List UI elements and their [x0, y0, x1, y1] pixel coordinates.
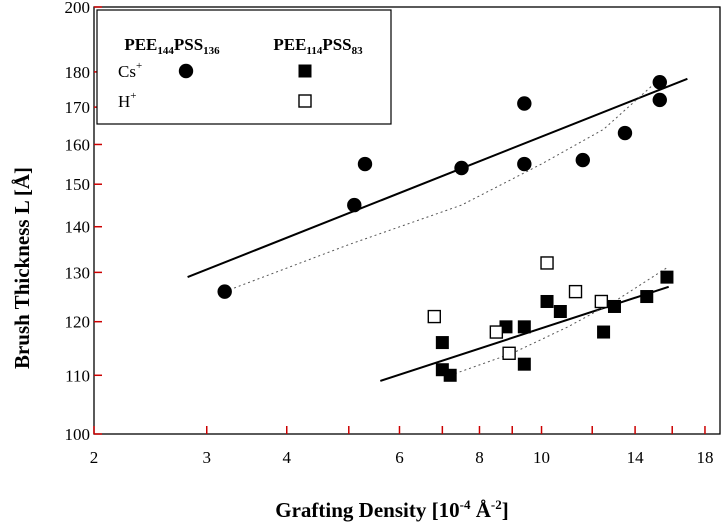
data-point	[660, 270, 674, 284]
data-point	[594, 294, 609, 309]
data-point	[517, 96, 532, 111]
legend-marker	[178, 63, 194, 79]
data-point	[435, 336, 449, 350]
data-point	[640, 290, 654, 304]
x-tick-label: 10	[533, 448, 550, 467]
legend-header: PEE144PSS136	[124, 35, 220, 57]
x-tick-label: 6	[395, 448, 404, 467]
data-point	[540, 294, 554, 308]
data-point	[427, 309, 441, 324]
data-point	[443, 368, 457, 382]
fit-line	[187, 77, 688, 279]
legend-header: PEE114PSS83	[273, 35, 363, 57]
x-tick-label: 14	[627, 448, 645, 467]
data-point	[568, 284, 583, 299]
guide-line	[224, 78, 661, 293]
data-point	[517, 320, 531, 334]
data-point	[502, 346, 516, 360]
y-tick-label: 200	[65, 0, 91, 17]
x-tick-label: 18	[696, 448, 713, 467]
y-tick-label: 180	[65, 63, 91, 82]
legend-row-label: H+	[118, 90, 137, 111]
data-point	[652, 75, 667, 90]
data-point	[540, 256, 554, 270]
data-point	[575, 152, 590, 168]
x-axis-title: Grafting Density [10-4 Å-2]	[275, 497, 508, 522]
data-point	[617, 125, 633, 141]
x-tick-label: 2	[90, 448, 99, 467]
x-tick-label: 3	[202, 448, 211, 467]
data-point	[347, 197, 362, 213]
x-axis: 2 3 4 6 8 10 14 18	[90, 426, 713, 467]
data-point	[489, 325, 504, 339]
y-tick-label: 130	[65, 263, 91, 282]
data-point	[217, 284, 232, 299]
plot-border	[93, 6, 721, 435]
y-tick-label: 150	[65, 175, 91, 194]
data-point	[553, 305, 567, 319]
legend-row-label: Cs+	[118, 60, 142, 81]
plot-frame	[93, 6, 721, 435]
legend-marker	[298, 64, 312, 78]
y-tick-label: 140	[65, 218, 91, 237]
data-point	[597, 325, 611, 339]
legend: PEE144PSS136 PEE114PSS83 Cs+ H+	[96, 9, 392, 125]
y-axis-title: Brush Thickness L [Å]	[10, 167, 34, 369]
guide-line	[450, 267, 668, 376]
y-tick-label: 110	[65, 366, 90, 385]
x-tick-label: 8	[475, 448, 484, 467]
y-tick-label: 160	[65, 135, 91, 154]
y-tick-label: 100	[65, 425, 91, 444]
y-axis: 100 110 120 130 140 150 160 170 180 200	[65, 0, 102, 444]
data-point	[357, 156, 373, 172]
x-tick-label: 4	[282, 448, 291, 467]
y-tick-label: 170	[65, 98, 91, 117]
data-point	[607, 299, 621, 313]
data-point	[652, 92, 667, 108]
data-points	[217, 75, 674, 382]
data-point	[517, 156, 532, 172]
data-point	[517, 357, 531, 371]
legend-box	[96, 9, 392, 125]
data-point	[454, 160, 469, 176]
y-tick-label: 120	[65, 313, 91, 332]
legend-marker	[298, 94, 312, 108]
